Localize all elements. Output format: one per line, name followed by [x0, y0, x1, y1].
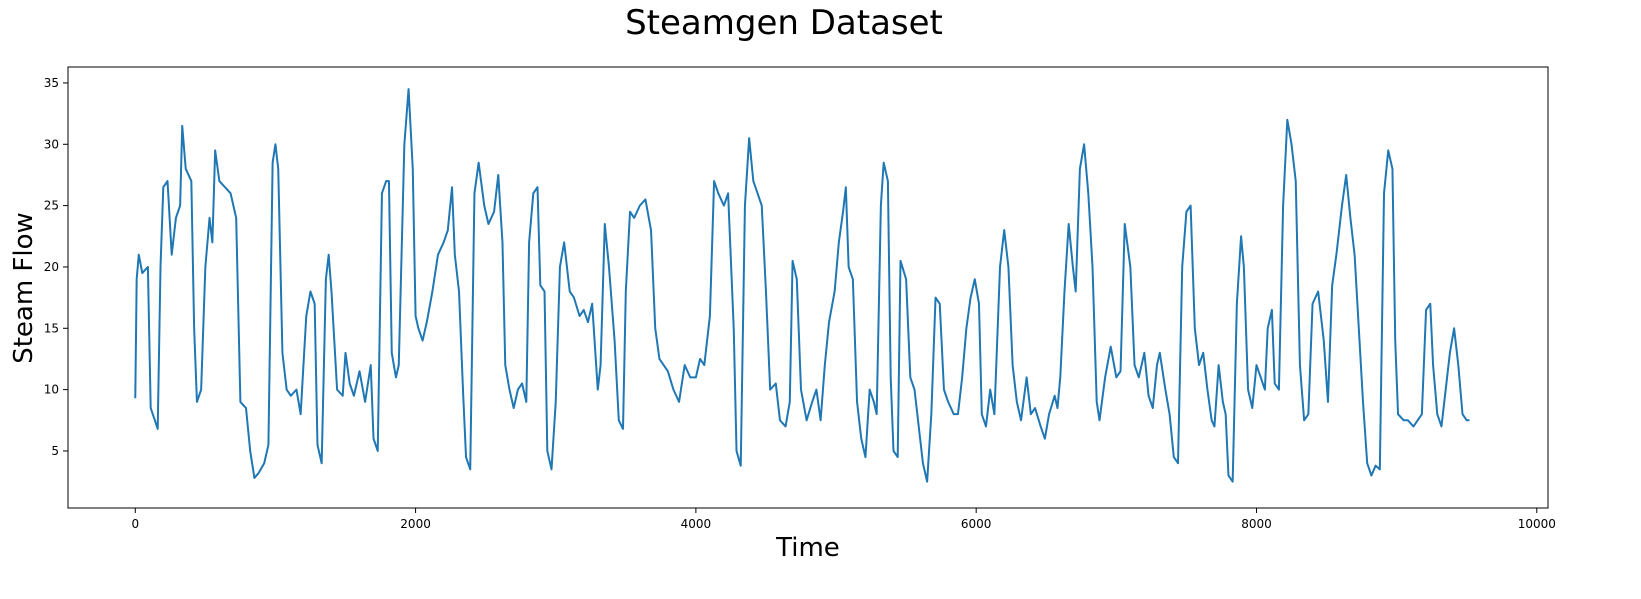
y-tick-label: 20: [44, 260, 59, 274]
chart-title: Steamgen Dataset: [625, 3, 943, 43]
x-tick-label: 4000: [681, 517, 712, 531]
y-tick-label: 10: [44, 383, 59, 397]
y-tick-label: 5: [51, 444, 59, 458]
x-axis-label: Time: [775, 533, 840, 563]
x-tick-label: 8000: [1241, 517, 1272, 531]
y-tick-label: 25: [44, 199, 59, 213]
y-tick-label: 30: [44, 137, 59, 151]
data-line: [134, 88, 1470, 483]
y-axis-label: Steam Flow: [9, 212, 39, 364]
x-tick-label: 0: [131, 517, 139, 531]
y-tick-label: 35: [44, 76, 59, 90]
x-tick-label: 10000: [1518, 517, 1556, 531]
x-tick-label: 2000: [400, 517, 431, 531]
y-tick-label: 15: [44, 321, 59, 335]
plot-frame: [67, 66, 1549, 509]
x-tick-label: 6000: [961, 517, 992, 531]
